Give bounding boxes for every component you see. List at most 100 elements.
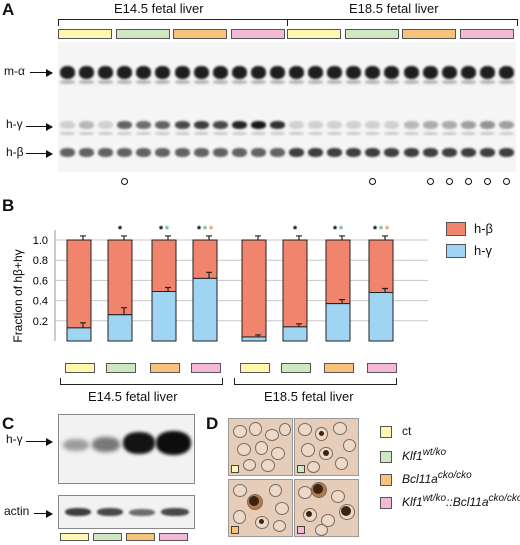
panel-b-swatch-ct bbox=[65, 363, 95, 373]
panel-a-swatch-1-double bbox=[230, 29, 285, 39]
legend-swatch-h-beta bbox=[446, 222, 466, 236]
gel-band-m-alpha bbox=[269, 66, 285, 79]
gel-band-h-gamma bbox=[422, 121, 438, 129]
gel-band-h-beta bbox=[498, 148, 514, 157]
panel-a-swatch-1-bcl11a bbox=[173, 29, 227, 39]
panel-a-swatch-1-ct bbox=[58, 29, 112, 39]
bar-h-beta bbox=[368, 239, 394, 294]
error-bar-h-gamma bbox=[339, 298, 345, 304]
gel-band-m-alpha-faint bbox=[231, 80, 247, 84]
gel-band-m-alpha-faint bbox=[193, 80, 209, 84]
gel-band-m-alpha bbox=[212, 66, 228, 79]
gel-band-m-alpha bbox=[289, 66, 305, 79]
panel-b-swatch-klf1 bbox=[106, 363, 136, 373]
micrograph-ct bbox=[228, 418, 293, 476]
gel-band-m-alpha bbox=[441, 66, 457, 79]
legend-label-double-sup2: cko/cko bbox=[488, 493, 520, 504]
panel-a-letter: A bbox=[2, 0, 15, 19]
bar-h-beta bbox=[192, 239, 218, 279]
gel-band-h-beta bbox=[136, 148, 152, 157]
gel-band-m-alpha-faint bbox=[384, 80, 400, 84]
legend-swatch-h-gamma bbox=[446, 244, 466, 258]
gel-band-m-alpha-faint bbox=[269, 80, 285, 84]
error-bar-total bbox=[206, 235, 212, 240]
actin-band-3 bbox=[129, 509, 155, 516]
gel-band-h-beta bbox=[460, 148, 476, 157]
significance-star-green: * bbox=[165, 224, 170, 236]
panel-b-swatch-bcl11a bbox=[324, 363, 354, 373]
gel-band-h-gamma bbox=[79, 121, 95, 129]
error-bar-total bbox=[255, 235, 261, 240]
error-bar-total bbox=[121, 235, 127, 240]
gel-band-h-gamma bbox=[327, 121, 343, 129]
micrograph-bcl11a bbox=[228, 479, 293, 537]
panel-a-swatch-2-double bbox=[459, 29, 514, 39]
gel-band-m-alpha-faint bbox=[498, 80, 514, 84]
gel-band-m-alpha-faint bbox=[327, 80, 343, 84]
gel-band-m-alpha-faint bbox=[60, 80, 76, 84]
blot-band-4 bbox=[156, 431, 191, 455]
gel-band-h-gamma bbox=[498, 121, 514, 129]
gel-band-h-gamma bbox=[231, 121, 247, 129]
gel-band-h-gamma-faint bbox=[212, 132, 228, 135]
legend-row-ct: ct bbox=[380, 424, 411, 440]
legend-label-double-mid: :: bbox=[446, 495, 453, 509]
actin-band-1 bbox=[65, 508, 91, 516]
gel-band-m-alpha-faint bbox=[308, 80, 324, 84]
gel-band-h-beta bbox=[98, 148, 114, 157]
gel-band-h-gamma bbox=[155, 121, 171, 129]
gel-band-h-beta bbox=[117, 148, 133, 157]
gel-band-m-alpha bbox=[498, 66, 514, 79]
bar-h-gamma bbox=[325, 303, 351, 342]
h-beta-label: h-β bbox=[6, 145, 24, 159]
panel-a-group2-title: E18.5 fetal liver bbox=[349, 1, 439, 16]
gel-band-m-alpha-faint bbox=[365, 80, 381, 84]
significance-star-black: * bbox=[373, 224, 378, 236]
legend-swatch-ct bbox=[380, 425, 392, 438]
gel-band-h-gamma-faint bbox=[60, 132, 76, 135]
gel-band-h-gamma bbox=[479, 121, 495, 129]
error-bar-total bbox=[80, 235, 86, 240]
gel-band-m-alpha bbox=[231, 66, 247, 79]
gel-band-h-gamma-faint bbox=[98, 132, 114, 135]
gel-band-h-gamma bbox=[384, 121, 400, 129]
gel-band-h-gamma-faint bbox=[136, 132, 152, 135]
micrograph-bcl11a-swatch bbox=[231, 526, 239, 534]
gel-band-m-alpha-faint bbox=[289, 80, 305, 84]
gel-band-m-alpha bbox=[308, 66, 324, 79]
micrograph-double bbox=[294, 479, 359, 537]
bar-h-beta bbox=[66, 239, 92, 329]
gel-band-m-alpha bbox=[79, 66, 95, 79]
error-bar-h-gamma bbox=[382, 287, 388, 293]
gel-band-m-alpha-faint bbox=[250, 80, 266, 84]
gel-band-h-gamma bbox=[117, 121, 133, 129]
gel-band-m-alpha bbox=[193, 66, 209, 79]
bar-h-beta bbox=[282, 239, 308, 328]
lane-marker-circle bbox=[369, 178, 377, 185]
panel-b-swatch-double bbox=[191, 363, 221, 373]
gel-band-m-alpha-faint bbox=[174, 80, 190, 84]
gel-band-m-alpha-faint bbox=[346, 80, 362, 84]
error-bar-total bbox=[339, 235, 345, 240]
h-gamma-arrow bbox=[26, 121, 53, 133]
panel-c-swatch-bcl11a bbox=[126, 533, 155, 541]
gel-band-m-alpha bbox=[250, 66, 266, 79]
gel-band-h-gamma-faint bbox=[308, 132, 324, 135]
panel-c-swatch-klf1 bbox=[93, 533, 122, 541]
significance-star-black: * bbox=[159, 224, 164, 236]
gel-band-h-beta bbox=[479, 148, 495, 157]
gel-band-m-alpha bbox=[460, 66, 476, 79]
gel-band-h-gamma-faint bbox=[250, 132, 266, 135]
panel-a-gel bbox=[58, 42, 516, 172]
bar-h-beta bbox=[325, 239, 351, 305]
gel-band-h-gamma-faint bbox=[403, 132, 419, 135]
lane-marker-circle bbox=[426, 178, 434, 185]
gel-band-m-alpha bbox=[98, 66, 114, 79]
panel-b-group1-title: E14.5 fetal liver bbox=[88, 389, 178, 404]
bar-h-gamma bbox=[192, 277, 218, 342]
bar-h-gamma bbox=[282, 326, 308, 342]
gel-band-h-beta bbox=[250, 148, 266, 157]
y-tick-label: 0.2 bbox=[33, 316, 48, 328]
error-bar-h-gamma bbox=[255, 334, 261, 337]
gel-band-h-gamma-faint bbox=[155, 132, 171, 135]
